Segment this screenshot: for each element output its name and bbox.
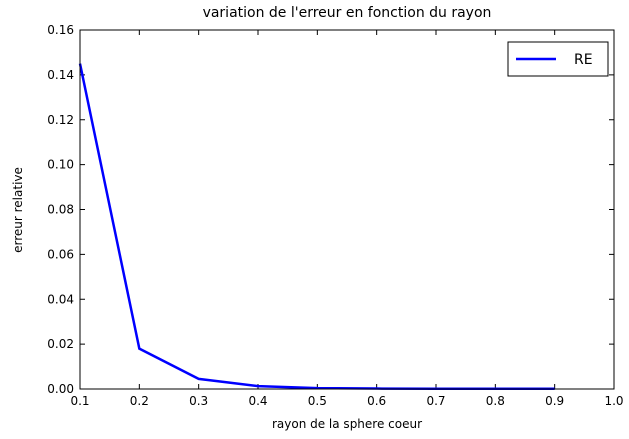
line xyxy=(78,63,555,391)
y-tick-label: 0.06 xyxy=(47,247,74,261)
plot-frame xyxy=(79,29,615,390)
x-tick-label: 0.4 xyxy=(248,394,267,408)
x-tick-label: 0.6 xyxy=(367,394,386,408)
y-tick-label: 0.08 xyxy=(47,203,74,217)
y-axis-label: erreur relative xyxy=(11,167,25,253)
y-tick-label: 0.10 xyxy=(47,158,74,172)
x-tick-label: 0.7 xyxy=(426,394,445,408)
x-tick-label: 1.0 xyxy=(604,394,623,408)
y-tick-label: 0.00 xyxy=(47,382,74,396)
x-tick-label: 0.3 xyxy=(189,394,208,408)
y-tick-label: 0.04 xyxy=(47,292,74,306)
x-tick-label: 0.8 xyxy=(486,394,505,408)
legend-label: RE xyxy=(574,52,593,68)
y-tick-label: 0.16 xyxy=(47,23,74,37)
x-tick-label: 0.9 xyxy=(545,394,564,408)
x-tick-label: 0.5 xyxy=(308,394,327,408)
x-tick-label: 0.1 xyxy=(70,394,89,408)
y-tick-label: 0.14 xyxy=(47,68,74,82)
x-axis-label: rayon de la sphere coeur xyxy=(272,417,422,431)
chart-title: variation de l'erreur en fonction du ray… xyxy=(203,5,492,21)
y-tick-label: 0.02 xyxy=(47,337,74,351)
y-tick-label: 0.12 xyxy=(47,113,74,127)
x-tick-label: 0.2 xyxy=(130,394,149,408)
